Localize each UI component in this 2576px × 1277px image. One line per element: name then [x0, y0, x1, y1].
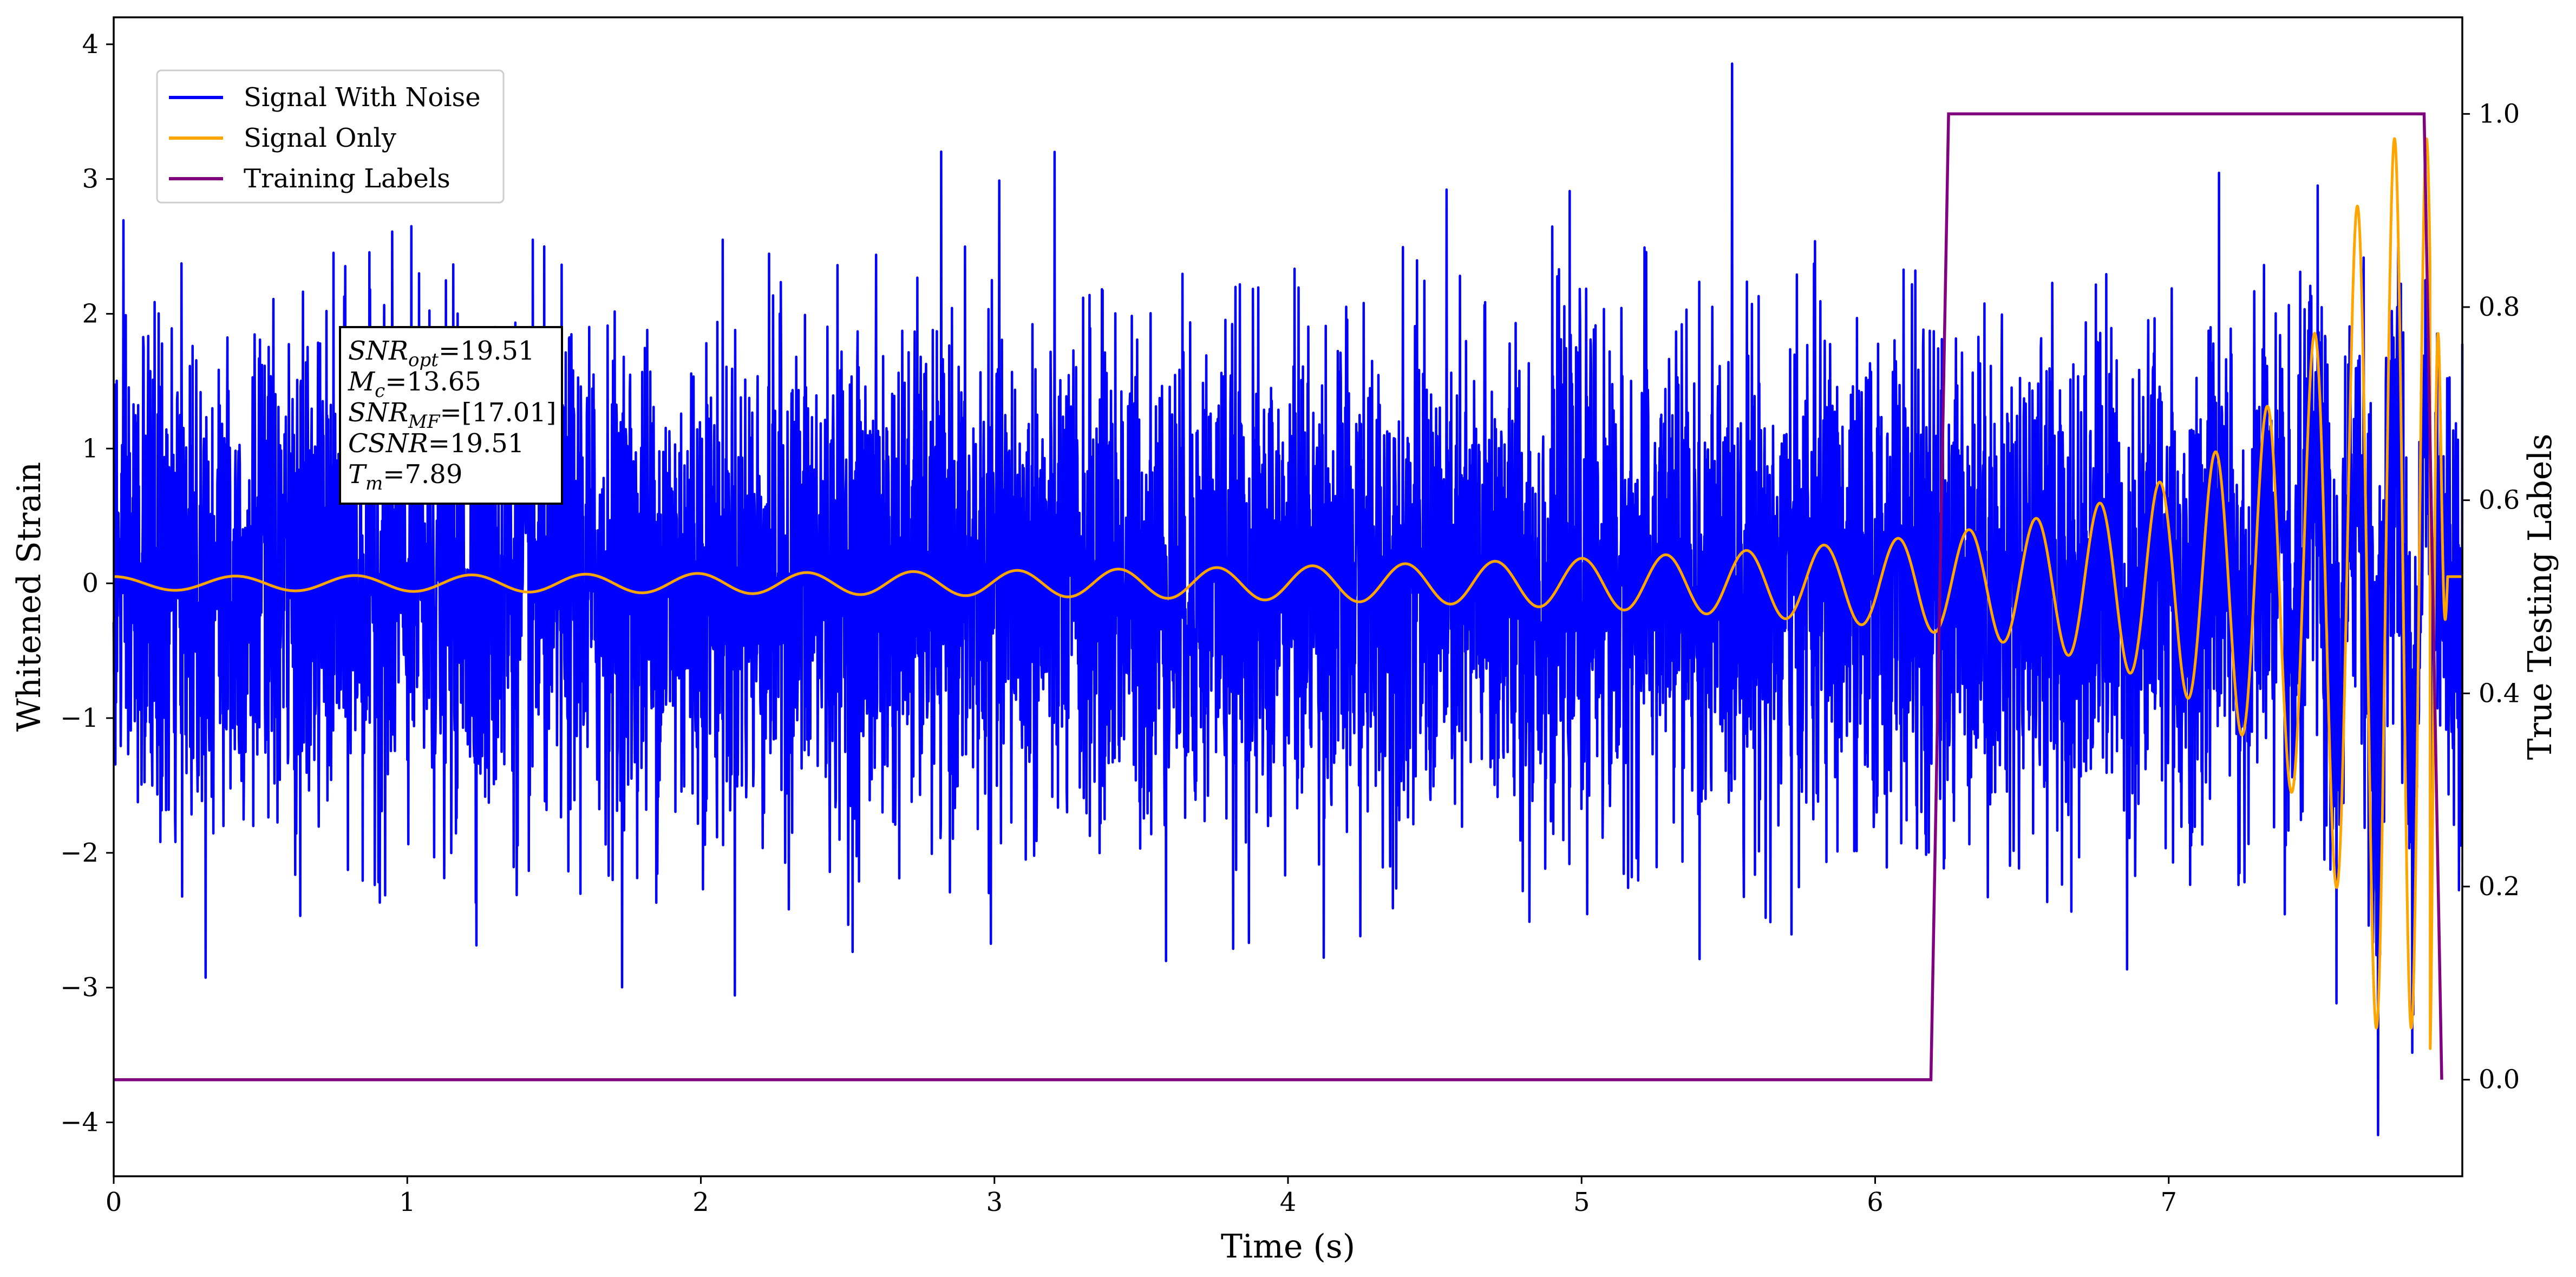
annotation-subscript: opt: [408, 349, 439, 371]
x-tick-label: 4: [1280, 1187, 1297, 1217]
annotation-symbol: SNR: [348, 336, 408, 366]
y-tick-label: −3: [60, 973, 99, 1003]
y2-tick-label: 1.0: [2479, 99, 2520, 129]
y-axis-label: Whitened Strain: [10, 462, 48, 732]
y-tick-label: 2: [82, 298, 99, 329]
annotation-symbol: T: [348, 459, 367, 490]
annotation-line: SNRMF=[17.01]: [348, 398, 557, 433]
annotation-symbol: SNR: [348, 398, 408, 428]
y-tick-label: −2: [60, 838, 99, 868]
y-tick-label: 0: [82, 568, 99, 598]
annotation-line: Tm=7.89: [348, 459, 462, 494]
annotation-symbol: M: [348, 367, 376, 397]
y2-tick-label: 0.2: [2479, 871, 2520, 902]
legend-box: [156, 69, 505, 204]
y-tick-label: 1: [82, 433, 99, 464]
y2-tick-label: 0.0: [2479, 1065, 2520, 1095]
annotation-subscript: m: [365, 473, 383, 494]
series-signal-only-line: [112, 137, 2464, 1050]
y2-tick-label: 0.4: [2479, 678, 2520, 708]
y2-tick-label: 0.8: [2479, 292, 2520, 322]
y-tick-label: −4: [60, 1107, 99, 1137]
y2-tick-label: 0.6: [2479, 485, 2520, 516]
x-tick-label: 6: [1867, 1187, 1884, 1217]
annotation-line: CSNR=19.51: [348, 428, 524, 459]
legend-label: Signal With Noise: [244, 82, 481, 113]
annotation-line: Mc=13.65: [348, 367, 481, 402]
annotation-value: =13.65: [385, 367, 481, 397]
x-tick-label: 3: [986, 1187, 1003, 1217]
x-tick-label: 0: [106, 1187, 122, 1217]
y-tick-label: 3: [82, 164, 99, 194]
series-signal-with-noise-line: [112, 62, 2464, 1137]
series-training-labels-line: [114, 112, 2443, 1081]
x-axis-label: Time (s): [1221, 1228, 1355, 1266]
y-tick-label: −1: [60, 703, 99, 733]
annotation-symbol: CSNR: [348, 428, 428, 459]
annotation-frame: [339, 326, 563, 505]
legend-label: Training Labels: [244, 164, 450, 194]
legend-label: Signal Only: [244, 123, 396, 153]
annotation-line: SNRopt=19.51: [348, 336, 535, 371]
axes-layer: [106, 16, 2470, 1184]
x-tick-label: 2: [692, 1187, 709, 1217]
annotation-box: SNRopt=19.51Mc=13.65SNRMF=[17.01]CSNR=19…: [339, 326, 563, 505]
annotation-subscript: c: [375, 380, 385, 402]
legend: Signal With Noise Signal Only Training Lab…: [156, 69, 505, 204]
x-tick-label: 1: [399, 1187, 416, 1217]
y2-axis-label: True Testing Labels: [2521, 434, 2559, 760]
annotation-value: =19.51: [439, 336, 535, 366]
annotation-subscript: MF: [408, 411, 441, 433]
series-layer: [112, 62, 2464, 1137]
y-tick-label: 4: [82, 29, 99, 60]
x-tick-label: 7: [2160, 1187, 2177, 1217]
text-layer: 0 1 2 3 4 5 6 7 −4 −3 −2 −1 0 1 2 3 4 0.0 0.2 0.4 0.6 0.8 1.0 T…: [10, 29, 2559, 1266]
annotation-value: =19.51: [428, 428, 525, 459]
annotation-value: =7.89: [383, 459, 462, 490]
x-tick-label: 5: [1573, 1187, 1590, 1217]
annotation-value: =[17.01]: [440, 398, 556, 428]
